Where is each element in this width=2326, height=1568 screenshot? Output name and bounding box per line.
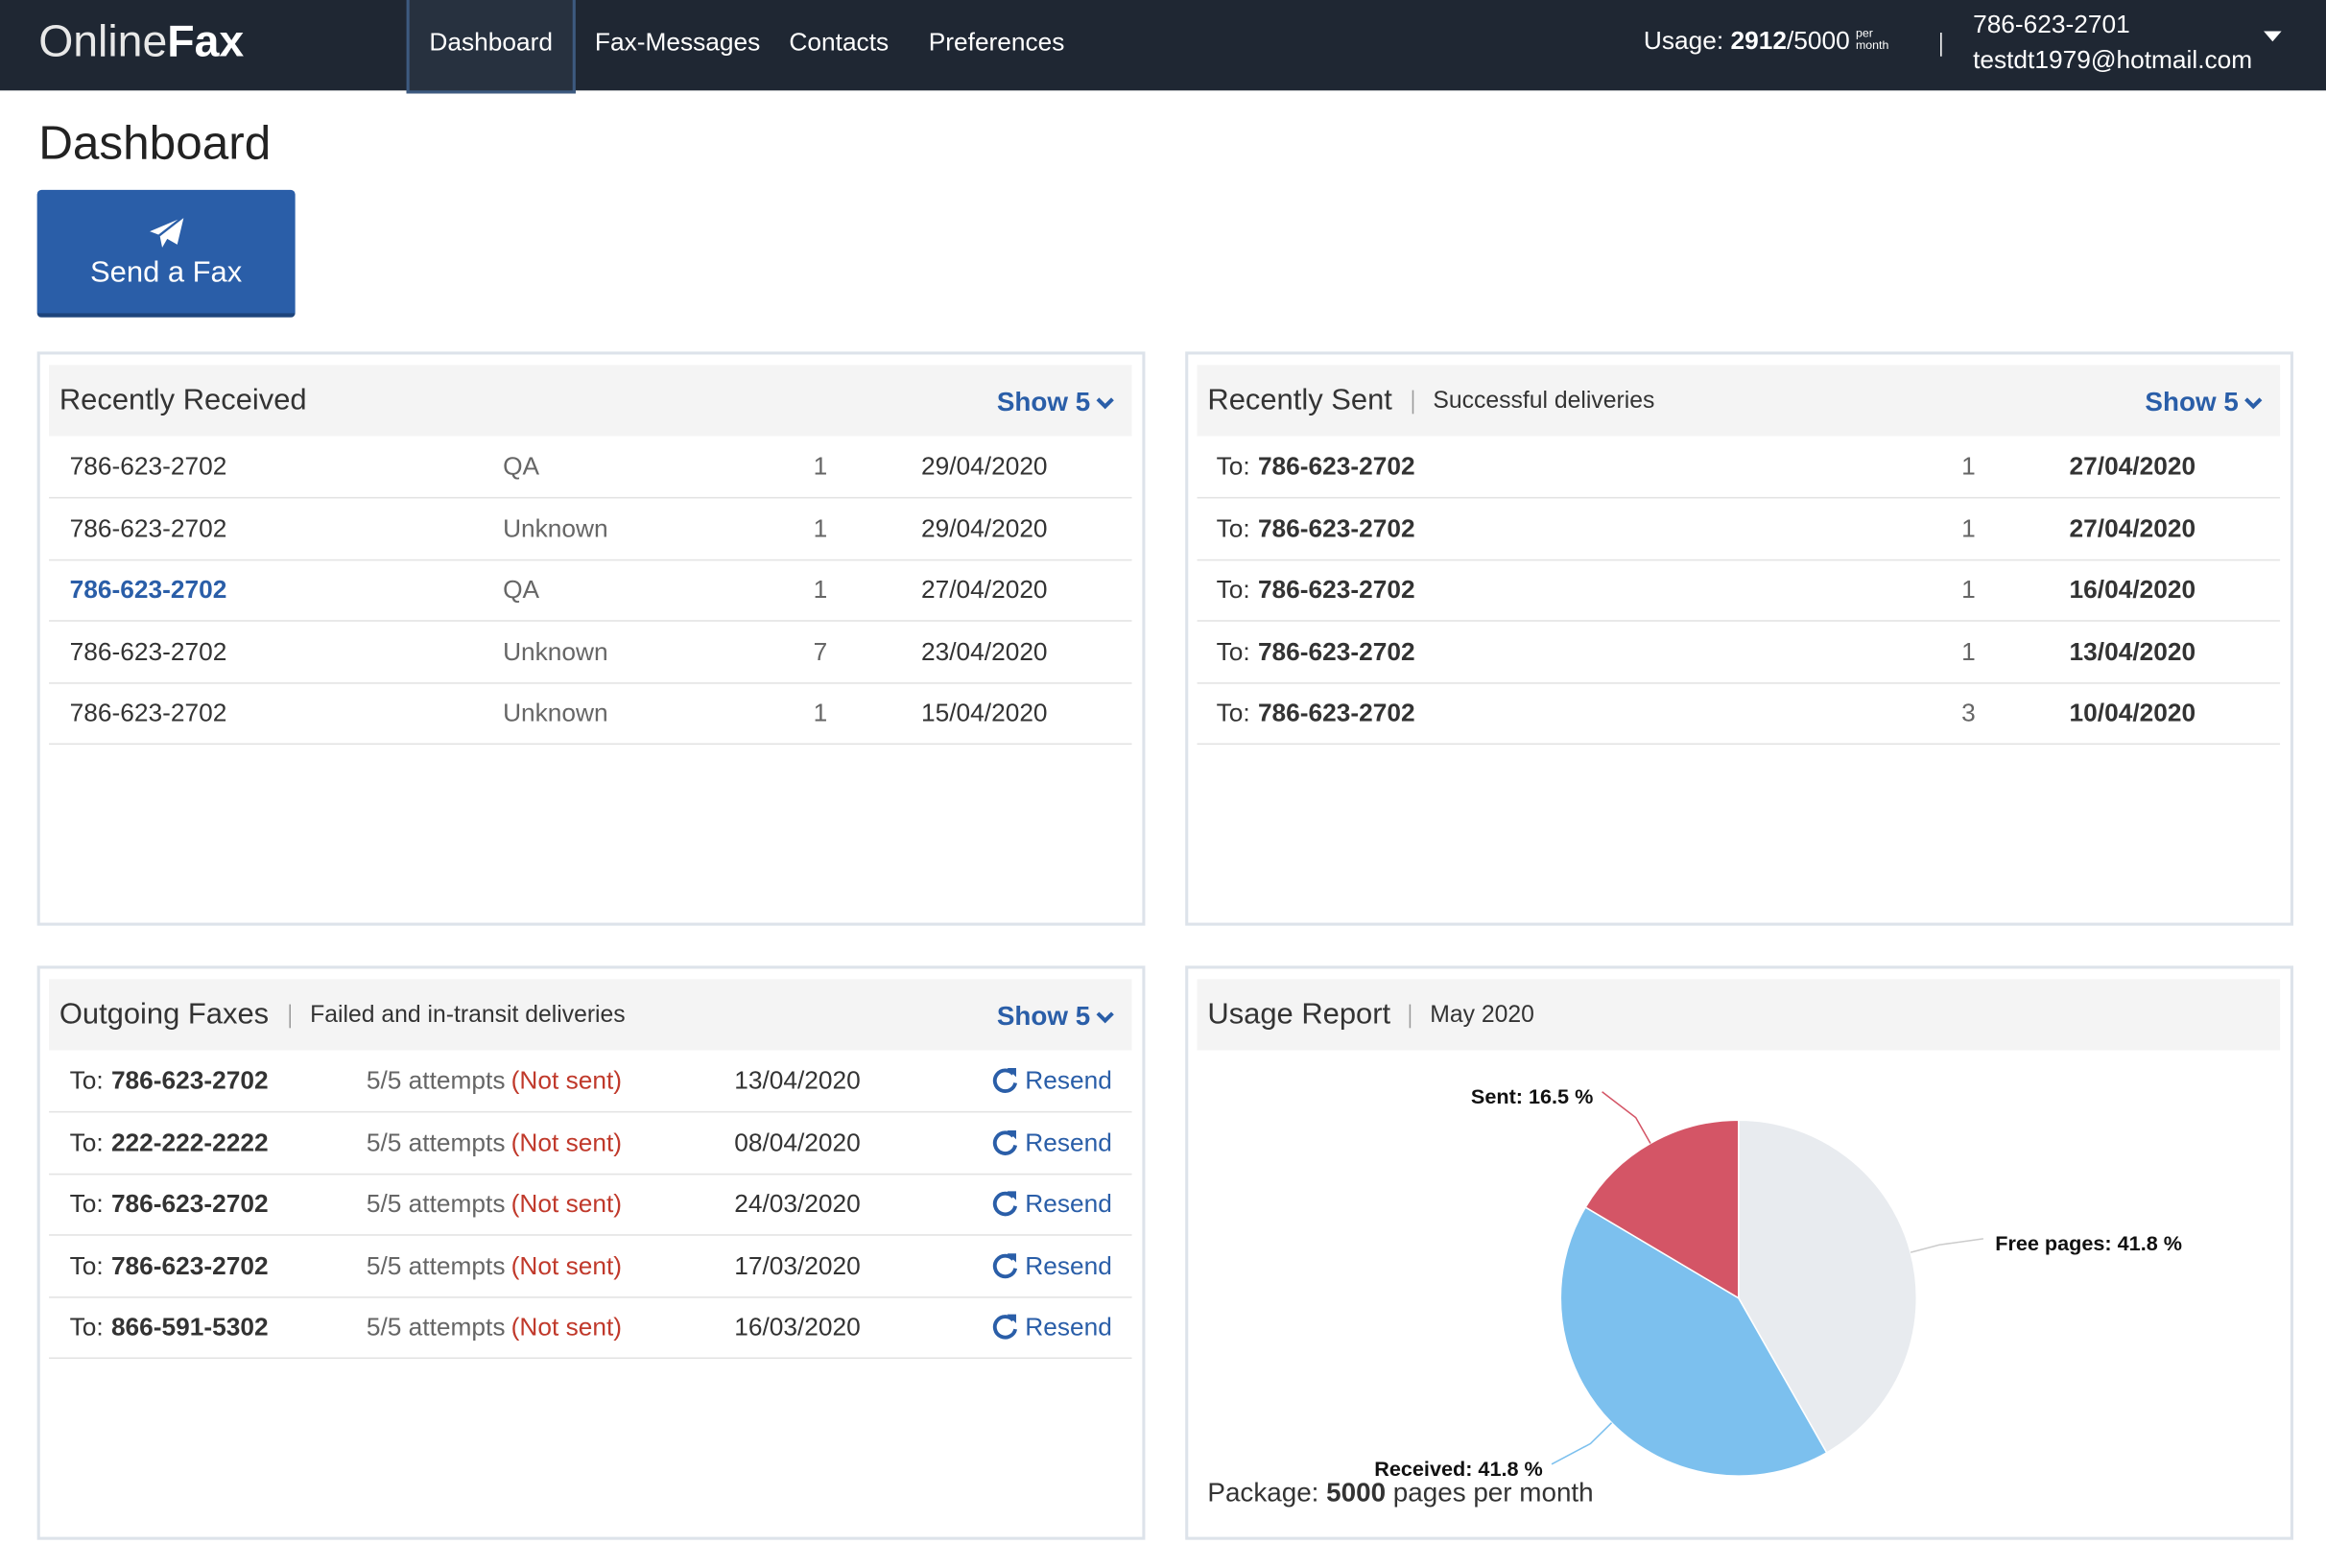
slice-label: Free pages: 41.8 %	[1995, 1231, 2182, 1255]
leader-line	[1911, 1239, 1983, 1252]
slice-label: Received: 41.8 %	[1374, 1457, 1543, 1481]
leader-line	[1552, 1423, 1611, 1464]
leader-line	[1602, 1092, 1650, 1144]
slice-label: Sent: 16.5 %	[1471, 1084, 1593, 1108]
